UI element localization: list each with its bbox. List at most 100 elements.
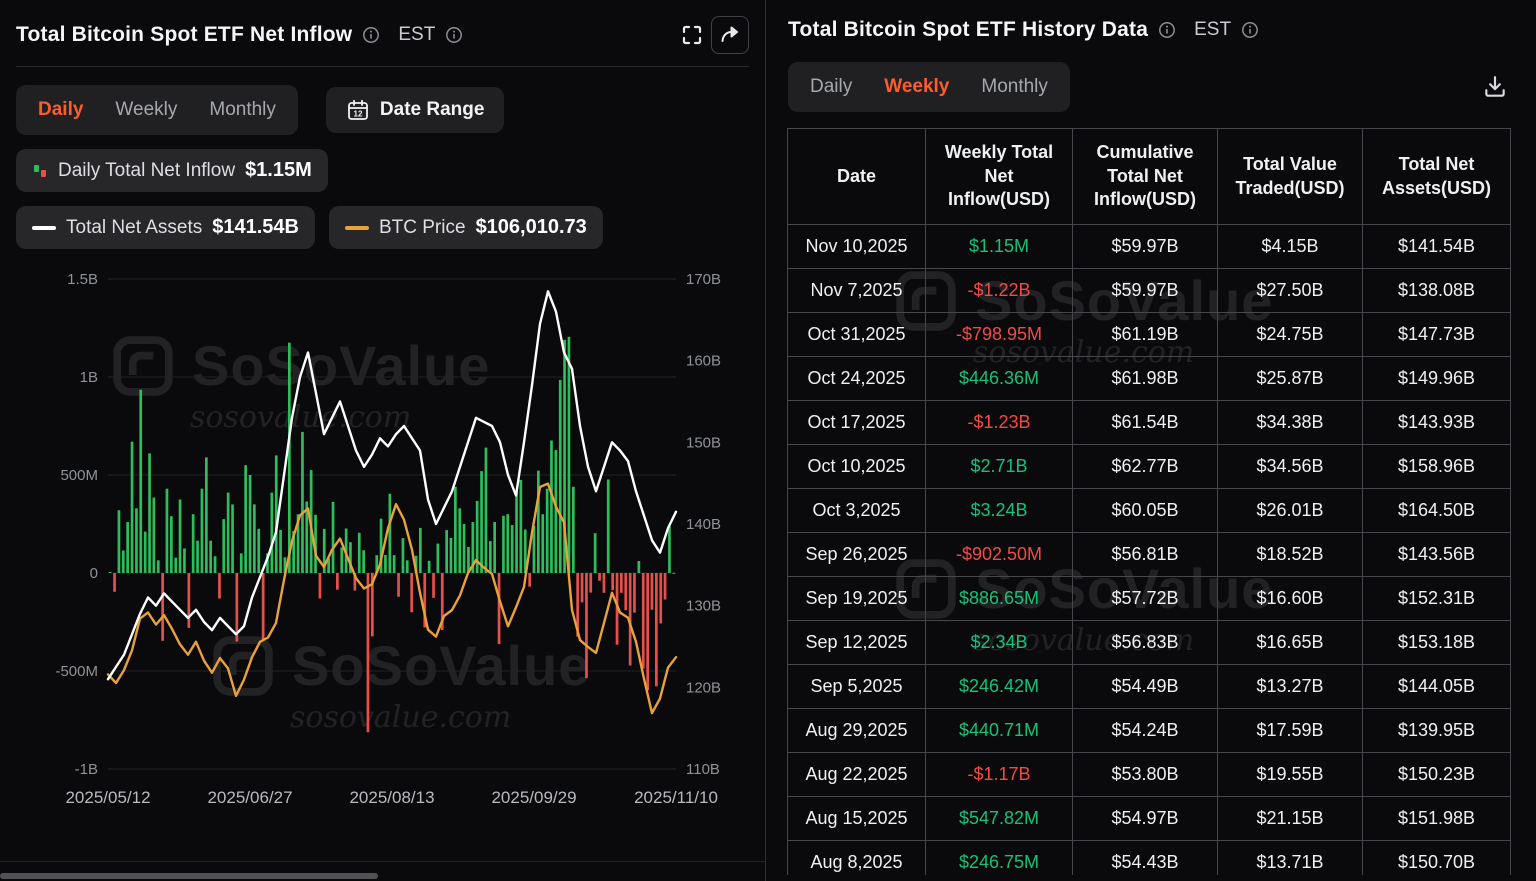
table-header-row: Date Weekly Total Net Inflow(USD) Cumulati… — [787, 128, 1511, 225]
cell-cumulative-net-inflow: $59.97B — [1072, 224, 1218, 269]
download-icon — [1485, 76, 1505, 97]
cell-date: Nov 7,2025 — [787, 268, 926, 313]
cell-date: Sep 26,2025 — [787, 532, 926, 577]
cell-cumulative-net-inflow: $61.19B — [1072, 312, 1218, 357]
cell-total-net-assets: $149.96B — [1362, 356, 1511, 401]
share-button[interactable] — [711, 16, 749, 54]
svg-text:-1B: -1B — [75, 761, 98, 778]
tab-weekly[interactable]: Weekly — [884, 76, 950, 97]
table-row: Aug 22,2025 -$1.17B $53.80B $19.55B $150.23B — [787, 752, 1511, 797]
tab-daily[interactable]: Daily — [38, 99, 84, 120]
cell-total-value-traded: $27.50B — [1217, 268, 1363, 313]
table-row: Sep 12,2025 $2.34B $56.83B $16.65B $153.18B — [787, 620, 1511, 665]
svg-text:160B: 160B — [686, 353, 721, 370]
cell-total-net-assets: $138.08B — [1362, 268, 1511, 313]
cell-weekly-net-inflow: $2.71B — [925, 444, 1073, 489]
legend-label: Daily Total Net Inflow — [58, 159, 236, 181]
cell-total-net-assets: $150.23B — [1362, 752, 1511, 797]
svg-text:2025/05/12: 2025/05/12 — [65, 788, 150, 807]
page-title: Total Bitcoin Spot ETF Net Inflow — [16, 23, 353, 46]
orange-line-icon — [344, 225, 369, 230]
cell-date: Sep 12,2025 — [787, 620, 926, 665]
info-icon[interactable] — [362, 26, 380, 44]
history-interval-tabs: Daily Weekly Monthly — [788, 62, 1070, 112]
table-row: Oct 3,2025 $3.24B $60.05B $26.01B $164.50B — [787, 488, 1511, 533]
svg-text:150B: 150B — [686, 434, 721, 451]
cell-cumulative-net-inflow: $56.81B — [1072, 532, 1218, 577]
cell-cumulative-net-inflow: $54.24B — [1072, 708, 1218, 753]
net-inflow-chart[interactable]: SoSoValue sosovalue.com SoSoValue sosova… — [16, 261, 749, 821]
cell-total-value-traded: $16.60B — [1217, 576, 1363, 621]
table-row: Oct 24,2025 $446.36M $61.98B $25.87B $149.96… — [787, 356, 1511, 401]
svg-text:170B: 170B — [686, 271, 721, 288]
cell-total-net-assets: $158.96B — [1362, 444, 1511, 489]
legend-label: Total Net Assets — [66, 216, 203, 238]
table-row: Sep 26,2025 -$902.50M $56.81B $18.52B $143.5… — [787, 532, 1511, 577]
legend-value: $1.15M — [245, 159, 312, 181]
date-range-button[interactable]: 12 Date Range — [325, 87, 505, 133]
cell-total-net-assets: $141.54B — [1362, 224, 1511, 269]
cell-weekly-net-inflow: -$798.95M — [925, 312, 1073, 357]
svg-text:2025/08/13: 2025/08/13 — [349, 788, 434, 807]
cell-date: Oct 3,2025 — [787, 488, 926, 533]
legend-daily-net-inflow[interactable]: Daily Total Net Inflow $1.15M — [16, 149, 328, 192]
cell-cumulative-net-inflow: $61.98B — [1072, 356, 1218, 401]
column-header: Cumulative Total Net Inflow(USD) — [1072, 128, 1218, 225]
cell-date: Oct 31,2025 — [787, 312, 926, 357]
cell-date: Oct 24,2025 — [787, 356, 926, 401]
tab-daily[interactable]: Daily — [810, 76, 853, 97]
column-header: Date — [787, 128, 926, 225]
cell-total-value-traded: $26.01B — [1217, 488, 1363, 533]
table-row: Oct 10,2025 $2.71B $62.77B $34.56B $158.96B — [787, 444, 1511, 489]
cell-total-net-assets: $147.73B — [1362, 312, 1511, 357]
combo-chart-svg[interactable]: 1.5B 1B 500M 0 -500M -1B 170B 160B 150B 140B 130B 1… — [16, 261, 748, 817]
legend-btc-price[interactable]: BTC Price $106,010.73 — [328, 206, 603, 249]
info-icon[interactable] — [445, 26, 463, 44]
white-line-icon — [32, 225, 56, 230]
cell-weekly-net-inflow: $2.34B — [925, 620, 1073, 665]
table-row: Aug 8,2025 $246.75M $54.43B $13.71B $150.70B — [787, 840, 1511, 875]
svg-text:500M: 500M — [60, 467, 98, 484]
cell-total-net-assets: $153.18B — [1362, 620, 1511, 665]
cell-total-value-traded: $4.15B — [1217, 224, 1363, 269]
timezone-label: EST — [1194, 19, 1232, 40]
cell-total-net-assets: $152.31B — [1362, 576, 1511, 621]
legend-total-net-assets[interactable]: Total Net Assets $141.54B — [16, 206, 315, 249]
tab-monthly[interactable]: Monthly — [209, 99, 276, 120]
cell-cumulative-net-inflow: $54.97B — [1072, 796, 1218, 841]
cell-weekly-net-inflow: $446.36M — [925, 356, 1073, 401]
cell-cumulative-net-inflow: $54.49B — [1072, 664, 1218, 709]
left-controls: Daily Weekly Monthly 12 Date Range — [16, 85, 749, 135]
share-icon — [721, 26, 738, 42]
fullscreen-button[interactable] — [673, 16, 711, 54]
cell-date: Aug 22,2025 — [787, 752, 926, 797]
svg-text:1B: 1B — [80, 369, 98, 386]
cell-date: Nov 10,2025 — [787, 224, 926, 269]
cell-total-value-traded: $16.65B — [1217, 620, 1363, 665]
legend-value: $106,010.73 — [475, 216, 587, 238]
svg-text:2025/06/27: 2025/06/27 — [207, 788, 292, 807]
right-title-group: Total Bitcoin Spot ETF History Data EST — [788, 18, 1259, 42]
right-panel-header: Total Bitcoin Spot ETF History Data EST — [766, 0, 1536, 42]
tab-monthly[interactable]: Monthly — [981, 76, 1048, 97]
download-button[interactable] — [1476, 68, 1514, 106]
tab-weekly[interactable]: Weekly — [115, 99, 178, 120]
svg-text:0: 0 — [90, 565, 98, 582]
cell-cumulative-net-inflow: $53.80B — [1072, 752, 1218, 797]
cell-weekly-net-inflow: $3.24B — [925, 488, 1073, 533]
cell-total-value-traded: $18.52B — [1217, 532, 1363, 577]
cell-total-value-traded: $19.55B — [1217, 752, 1363, 797]
horizontal-scrollbar-thumb[interactable] — [0, 873, 378, 879]
table-row: Oct 31,2025 -$798.95M $61.19B $24.75B $147.7… — [787, 312, 1511, 357]
cell-total-value-traded: $24.75B — [1217, 312, 1363, 357]
cell-total-net-assets: $143.93B — [1362, 400, 1511, 445]
cell-total-value-traded: $21.15B — [1217, 796, 1363, 841]
column-header: Total Net Assets(USD) — [1362, 128, 1511, 225]
cell-date: Sep 19,2025 — [787, 576, 926, 621]
info-icon[interactable] — [1241, 21, 1259, 39]
svg-text:2025/09/29: 2025/09/29 — [491, 788, 576, 807]
cell-cumulative-net-inflow: $57.72B — [1072, 576, 1218, 621]
left-panel-header: Total Bitcoin Spot ETF Net Inflow EST — [0, 0, 765, 66]
info-icon[interactable] — [1158, 21, 1176, 39]
